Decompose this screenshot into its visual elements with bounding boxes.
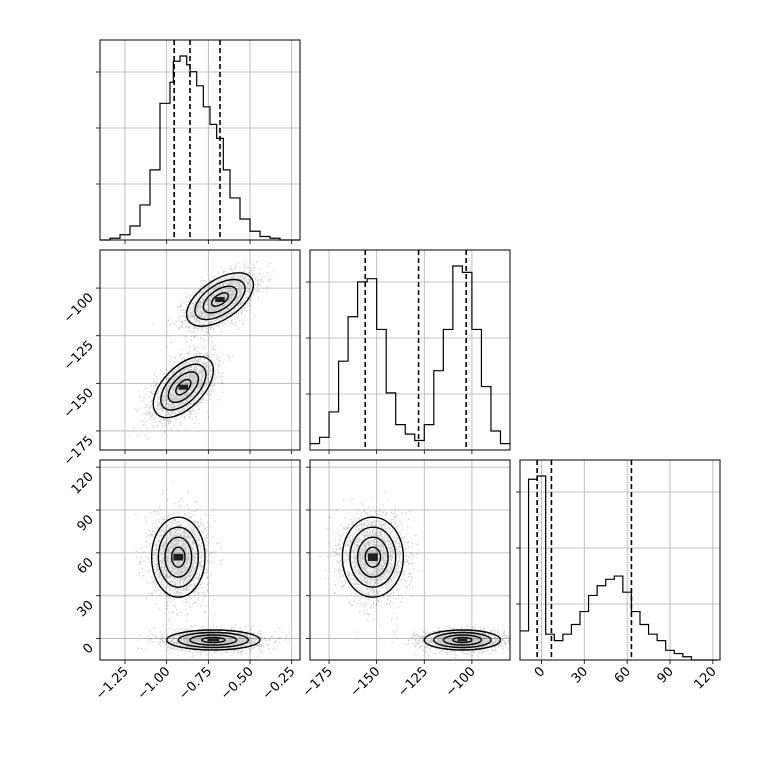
density-peak — [367, 553, 378, 561]
x-tick-label: 90 — [655, 664, 677, 686]
histogram-1 — [310, 265, 510, 445]
y-tick-label: −150 — [61, 386, 97, 422]
x-tick-label: 30 — [569, 664, 591, 686]
density-contour-1 — [177, 631, 250, 649]
density-contour-1 — [194, 278, 246, 321]
x-tick-label: −1.00 — [135, 664, 174, 703]
x-tick-label: −125 — [395, 664, 431, 700]
joint-panel-1-2-grid — [306, 460, 510, 664]
y-tick-label: −100 — [61, 290, 97, 326]
joint-samples-0-1 — [129, 250, 275, 440]
density-contour-0 — [185, 272, 255, 327]
density-contour-3 — [210, 292, 230, 307]
density-peak — [207, 638, 220, 642]
joint-samples-0-2 — [135, 481, 290, 658]
sample-points — [391, 623, 510, 659]
histogram-2 — [520, 475, 718, 661]
density-contour-2 — [442, 634, 483, 646]
density-contour-0 — [152, 355, 215, 419]
y-tick-label: 90 — [75, 512, 97, 534]
density-peak — [457, 638, 468, 642]
density-peak — [173, 553, 184, 561]
density-contour-3 — [364, 546, 382, 568]
x-tick-label: −1.25 — [93, 664, 132, 703]
x-tick-label: −150 — [348, 664, 384, 700]
density-contour-3 — [452, 636, 473, 644]
density-contour-0 — [423, 629, 502, 651]
density-contour-1 — [157, 526, 200, 588]
panel-frame-0-0 — [99, 39, 301, 241]
sample-points — [152, 250, 275, 359]
density-peak — [178, 384, 189, 390]
density-contour-0 — [165, 629, 261, 651]
histogram-0 — [100, 55, 300, 241]
panel-frame-1-1 — [309, 249, 511, 451]
x-tick-label: 60 — [612, 664, 634, 686]
x-tick-label: −0.75 — [176, 664, 215, 703]
density-contour-1 — [433, 631, 492, 649]
y-tick-label: 60 — [75, 555, 97, 577]
density-contour-3 — [170, 546, 186, 568]
hist-panel-1-grid — [306, 250, 510, 454]
y-tick-label: 30 — [75, 598, 97, 620]
hist-panel-0-grid — [96, 40, 300, 244]
density-contour-2 — [202, 285, 238, 314]
x-tick-label: 120 — [692, 664, 720, 692]
density-contour-2 — [164, 536, 193, 578]
panel-frame-2-2 — [519, 459, 721, 661]
density-peak — [215, 297, 225, 302]
y-tick-label: −175 — [61, 433, 97, 469]
joint-panel-0-1-grid — [96, 250, 300, 454]
density-contour-3 — [200, 636, 226, 644]
density-contour-0 — [150, 516, 206, 598]
density-contour-2 — [167, 371, 200, 404]
x-tick-label: 0 — [532, 664, 548, 680]
density-contour-2 — [189, 634, 238, 646]
joint-samples-1-2 — [319, 491, 510, 659]
density-contour-1 — [160, 363, 207, 411]
hist-panel-2-grid — [516, 460, 720, 664]
x-tick-label: −0.50 — [218, 664, 257, 703]
sample-points — [319, 491, 420, 638]
sample-points — [129, 329, 239, 440]
panel-frame-0-1 — [99, 249, 301, 451]
y-tick-label: 120 — [69, 469, 97, 497]
density-contour-2 — [356, 536, 389, 578]
y-tick-label: 0 — [80, 641, 96, 657]
x-tick-label: −0.25 — [260, 664, 299, 703]
density-contour-3 — [175, 378, 192, 396]
density-contour-0 — [341, 516, 405, 598]
y-tick-label: −125 — [61, 338, 97, 374]
density-contour-1 — [349, 526, 397, 588]
x-tick-label: −175 — [300, 664, 336, 700]
joint-panel-0-2-grid — [96, 460, 300, 664]
x-tick-label: −100 — [443, 664, 479, 700]
panel-frame-1-2 — [309, 459, 511, 661]
panel-frame-0-2 — [99, 459, 301, 661]
